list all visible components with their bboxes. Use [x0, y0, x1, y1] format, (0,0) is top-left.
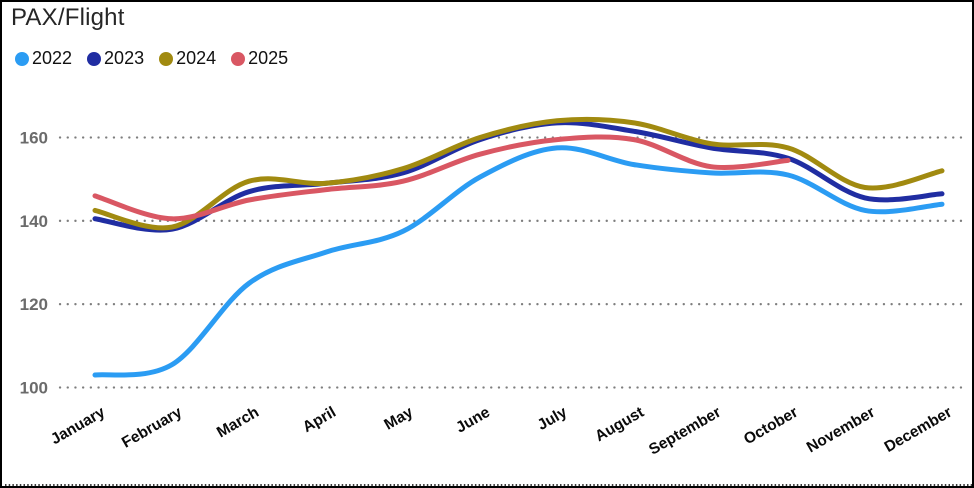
legend-item-2025[interactable]: 2025 — [231, 48, 288, 69]
series-line-2024 — [92, 116, 945, 231]
legend-label-2023: 2023 — [104, 48, 145, 68]
series-line-2025 — [92, 134, 791, 222]
chart-title: PAX/Flight — [11, 4, 125, 31]
legend-swatch-2024 — [159, 51, 174, 66]
legend-swatch-2025 — [231, 51, 246, 66]
x-axis-label-march: March — [214, 404, 262, 442]
legend-item-2023[interactable]: 2023 — [87, 48, 144, 69]
x-axis-label-april: April — [300, 404, 339, 436]
legend-swatch-2023 — [87, 51, 102, 66]
x-axis-label-december: December — [882, 404, 955, 456]
y-axis-label-160: 160 — [20, 129, 48, 148]
legend: 2022 2023 2024 2025 — [15, 48, 288, 69]
legend-label-2024: 2024 — [176, 48, 217, 68]
y-axis-label-120: 120 — [20, 295, 48, 314]
x-axis-label-july: July — [535, 404, 571, 434]
series-line-2022 — [92, 145, 945, 378]
x-axis-label-september: September — [646, 404, 724, 459]
x-axis-label-may: May — [381, 404, 416, 434]
y-axis-label-140: 140 — [20, 212, 48, 231]
x-axis-label-january: January — [48, 404, 108, 449]
legend-label-2025: 2025 — [248, 48, 289, 68]
x-axis-label-august: August — [592, 404, 647, 445]
x-axis-label-october: October — [741, 404, 801, 448]
x-axis-label-november: November — [804, 404, 878, 457]
x-axis-label-february: February — [119, 404, 185, 452]
legend-swatch-2022 — [15, 51, 29, 66]
legend-item-2024[interactable]: 2024 — [159, 48, 216, 69]
x-axis-label-june: June — [453, 404, 493, 437]
y-axis-label-100: 100 — [20, 379, 48, 398]
legend-item-2022[interactable]: 2022 — [15, 48, 72, 69]
series-line-2023 — [92, 120, 945, 233]
legend-label-2022: 2022 — [32, 48, 73, 68]
